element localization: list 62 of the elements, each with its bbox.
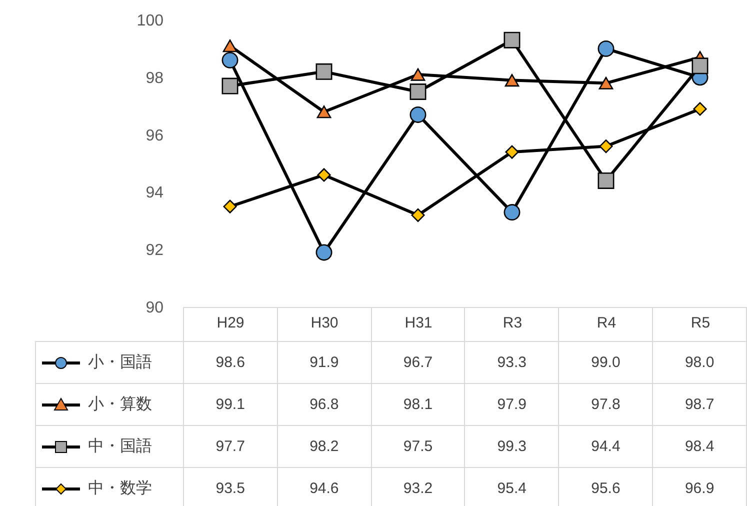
legend-label: 中・数学 [88,480,152,497]
y-tick-label: 94 [146,184,164,202]
point [598,76,614,90]
point [410,106,426,123]
point [505,145,519,159]
point [410,84,426,100]
data-label: 96.9 [652,468,746,506]
x-tick-label: R4 [596,314,616,332]
point [316,63,332,80]
data-label: 97.5 [371,426,465,468]
data-label: 98.4 [652,426,746,468]
data-label: 97.7 [183,426,278,468]
data-label: 99.0 [558,342,653,384]
data-label: 98.6 [183,342,278,384]
y-tick-label: 92 [146,242,164,260]
point [599,140,613,154]
data-label: 99.1 [183,384,278,426]
point [598,40,614,57]
data-label: 96.8 [277,384,372,426]
point [504,74,520,87]
data-label: 93.2 [371,468,465,506]
point [222,52,238,68]
data-label: 98.0 [652,342,746,384]
point [411,208,425,222]
point [317,168,331,182]
data-label: 94.6 [277,468,372,506]
point [316,106,332,118]
legend-label: 中・国語 [88,438,152,455]
y-tick-label: 96 [146,127,164,144]
data-label: 98.7 [652,384,746,426]
data-label: 96.7 [371,342,465,384]
y-tick-label: 90 [146,300,164,316]
x-tick-label: R3 [502,314,522,332]
data-label: 93.5 [183,468,278,506]
y-tick-label: 98 [146,70,164,87]
point [410,68,426,81]
x-tick-label: H29 [216,314,244,332]
x-tick-label: H30 [310,314,338,332]
point [504,32,520,48]
point [598,172,614,189]
data-label: 91.9 [277,342,372,384]
point [693,102,707,116]
y-tick-label: 100 [136,12,164,30]
data-label: 95.6 [558,468,653,506]
data-label: 97.8 [558,384,653,426]
data-label: 98.2 [277,426,372,468]
legend-label: 小・算数 [88,396,152,413]
point [223,200,237,214]
data-label: 98.1 [371,384,465,426]
x-tick-label: R5 [690,314,710,332]
data-label: 95.4 [464,468,559,506]
x-tick-label: H31 [404,314,432,332]
legend-label: 小・国語 [88,354,152,371]
point [692,58,708,74]
data-label: 99.3 [464,426,559,468]
point [316,244,332,261]
point [222,40,238,52]
data-label: 93.3 [464,342,559,384]
data-label: 97.9 [464,384,559,426]
point [504,204,520,221]
point [222,78,238,94]
data-label: 94.4 [558,426,653,468]
